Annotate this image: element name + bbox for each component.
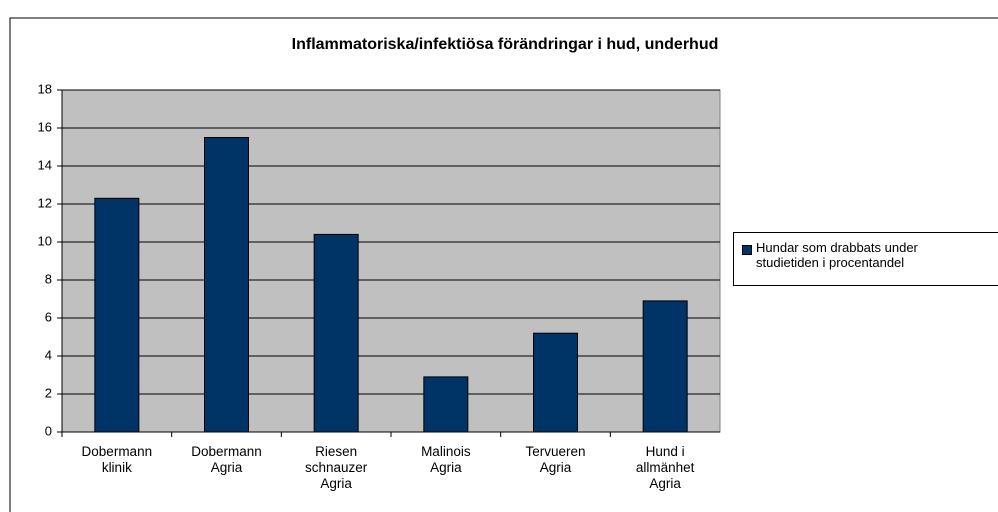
y-tick-label: 12 [38, 195, 52, 210]
y-tick-label: 16 [38, 119, 52, 134]
x-tick-label: Malinois Agria [421, 444, 471, 475]
y-tick-label: 4 [45, 347, 52, 362]
bar [642, 300, 688, 433]
bar [204, 137, 249, 433]
x-tick-label: Dobermann klinik [81, 444, 153, 475]
chart-title: Inflammatoriska/infektiösa förändringar … [292, 36, 719, 53]
bar [533, 332, 578, 433]
y-tick-label: 18 [38, 81, 52, 96]
y-tick-label: 6 [45, 309, 52, 324]
bar [313, 233, 359, 433]
legend-swatch [742, 245, 752, 255]
x-tick-label: Hund i allmänhet Agria [635, 444, 695, 491]
x-tick-label: Tervueren Agria [525, 444, 586, 475]
bar [94, 197, 140, 433]
x-tick-label: Riesen schnauzer Agria [305, 444, 368, 491]
legend-label: Hundar som drabbats under studietiden i … [756, 240, 918, 270]
y-tick-label: 8 [45, 271, 52, 286]
y-tick-label: 10 [38, 233, 52, 248]
plot-area [61, 89, 721, 433]
bar [423, 376, 469, 433]
y-tick-label: 14 [38, 157, 52, 172]
y-tick-label: 2 [45, 385, 52, 400]
legend: Hundar som drabbats under studietiden i … [733, 232, 998, 286]
y-tick-label: 0 [45, 423, 52, 438]
x-tick-label: Dobermann Agria [191, 444, 262, 475]
